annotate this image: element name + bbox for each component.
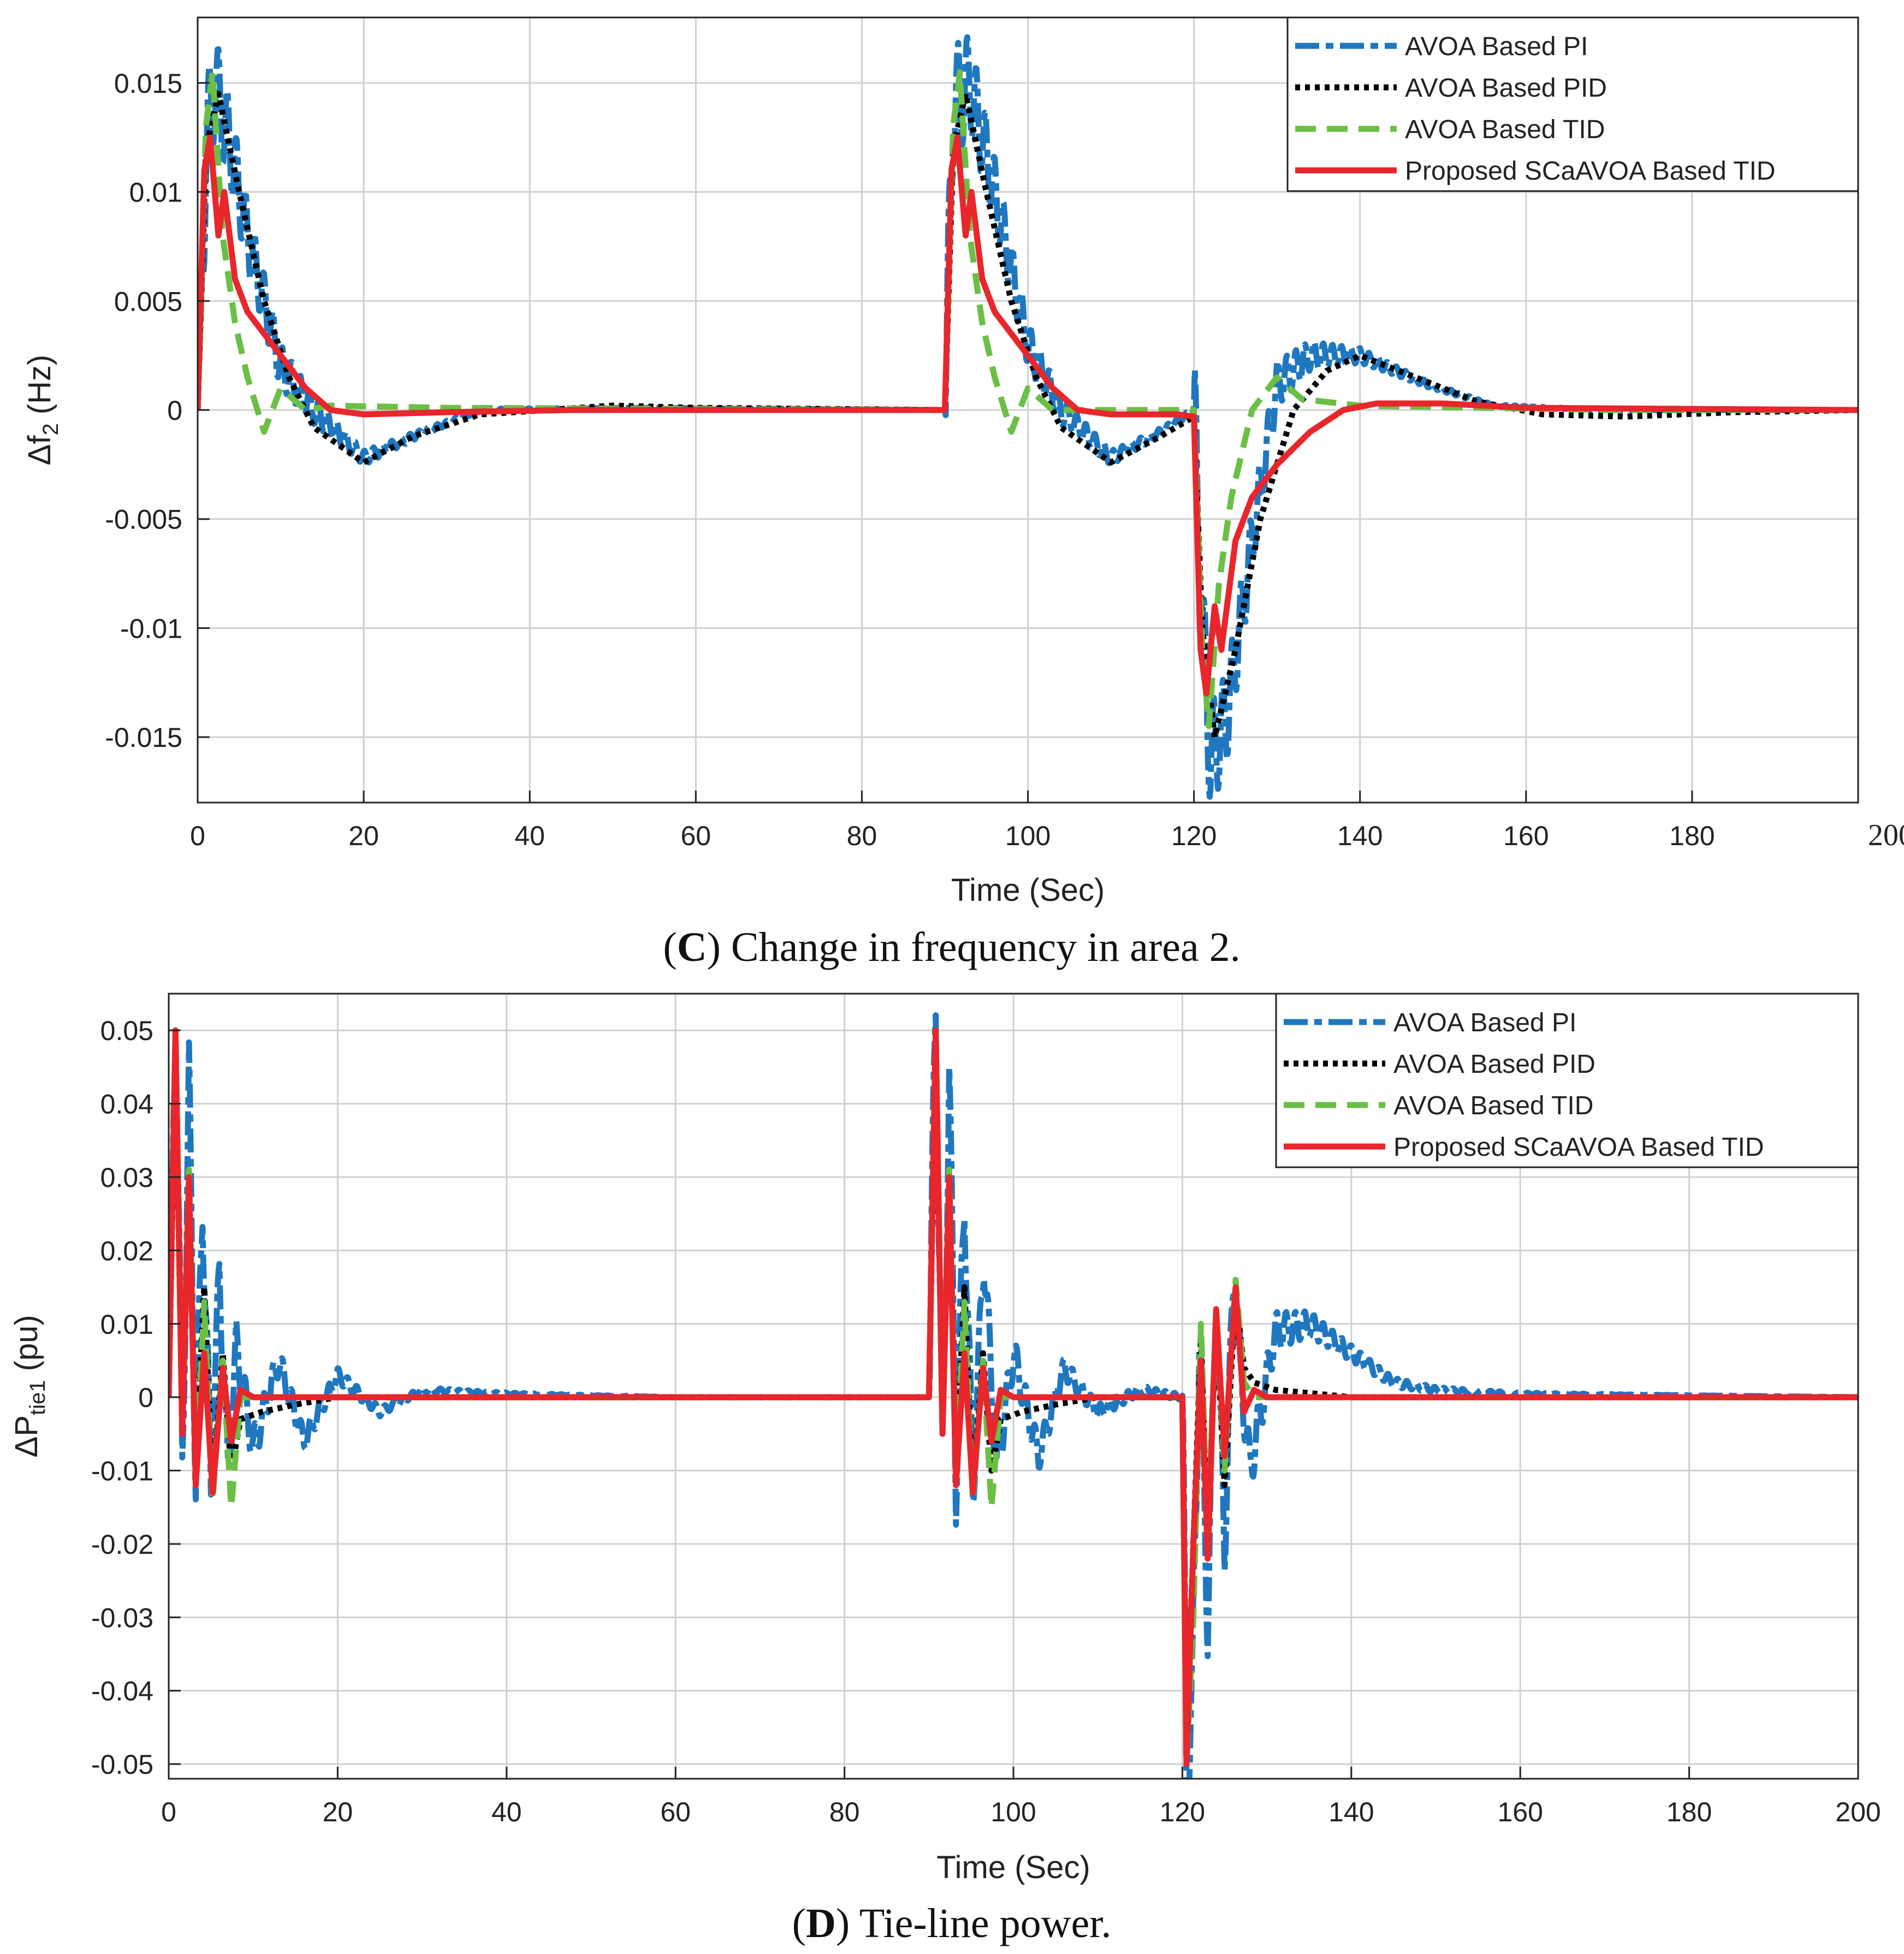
y-tick-label: 0.03: [100, 1162, 153, 1193]
legend: AVOA Based PI AVOA Based PID AVOA Based TI…: [1286, 16, 1859, 192]
y-tick-label: 0.04: [100, 1089, 153, 1120]
x-axis-label: Time (Sec): [951, 872, 1105, 908]
tick-labels: 0 20 40 60 80 100 120 140 160 180 200 -0.015 -0.01 -0…: [105, 68, 1904, 852]
y-tick-label: 0.05: [100, 1015, 153, 1046]
x-tick-label: 100: [1005, 821, 1051, 851]
caption-close: ) Tie-line power.: [836, 1900, 1112, 1946]
y-tick-label: 0.02: [100, 1236, 153, 1266]
caption-open: (: [663, 924, 677, 970]
y-axis-label-unit: (Hz): [22, 355, 57, 424]
caption-letter: C: [677, 924, 707, 970]
y-tick-label: -0.01: [91, 1456, 153, 1487]
series-group: [169, 1012, 1858, 1779]
x-tick-label: 160: [1497, 1797, 1543, 1827]
series-line-proposed: [169, 1027, 1858, 1767]
y-tick-label: 0.01: [100, 1309, 153, 1340]
legend-entry-pid: AVOA Based PID: [1393, 1050, 1595, 1079]
x-axis-label: Time (Sec): [936, 1850, 1090, 1885]
legend-entry-pid: AVOA Based PID: [1405, 74, 1607, 103]
y-tick-label: -0.04: [91, 1676, 153, 1707]
figure-caption: (C) Change in frequency in area 2.: [663, 924, 1240, 970]
x-tick-label: 80: [847, 821, 877, 851]
series-line-proposed: [198, 134, 1858, 697]
chart-panel-D: 0 20 40 60 80 100 120 140 160 180 200 -0.05 -0.04 -0.…: [9, 993, 1881, 1946]
legend-entry-proposed: Proposed SCaAVOA Based TID: [1393, 1133, 1764, 1162]
y-tick-label: 0.015: [114, 68, 182, 99]
y-tick-label: 0: [138, 1382, 153, 1413]
x-tick-label: 160: [1503, 821, 1549, 851]
y-tick-label: -0.05: [91, 1749, 153, 1780]
y-tick-label: 0: [167, 395, 182, 426]
y-tick-label: -0.015: [105, 722, 182, 753]
y-axis-label-sub: tie1: [26, 1380, 50, 1416]
x-tick-label: 140: [1337, 821, 1383, 851]
x-tick-label: 120: [1160, 1797, 1205, 1827]
y-tick-label: 0.01: [129, 177, 182, 208]
legend-box: [1286, 16, 1859, 192]
x-tick-label: 20: [323, 1797, 353, 1827]
x-tick-label: 180: [1669, 821, 1715, 851]
legend-box: [1275, 993, 1859, 1168]
series-line-pid: [198, 91, 1858, 740]
legend-entry-tid: AVOA Based TID: [1393, 1091, 1593, 1120]
y-axis-label-main: ΔP: [9, 1415, 44, 1457]
legend-entry-pi: AVOA Based PI: [1405, 32, 1588, 61]
x-tick-label: 200: [1835, 1797, 1881, 1827]
legend-entry-proposed: Proposed SCaAVOA Based TID: [1405, 157, 1776, 186]
x-tick-label: 80: [829, 1797, 860, 1827]
x-tick-label: 0: [190, 821, 205, 851]
y-axis-label-main: Δf: [22, 435, 57, 466]
x-tick-label: 120: [1171, 821, 1217, 851]
y-tick-label: -0.02: [91, 1529, 153, 1560]
y-axis-label-unit: (pu): [9, 1315, 44, 1380]
x-tick-label: 40: [514, 821, 545, 851]
y-tick-label: -0.005: [105, 504, 182, 535]
caption-close: ) Change in frequency in area 2.: [707, 924, 1241, 970]
x-tick-label: 60: [680, 821, 711, 851]
x-tick-label: 140: [1328, 1797, 1374, 1827]
series-group: [198, 34, 1858, 800]
y-tick-label: 0.005: [114, 286, 182, 317]
y-tick-label: -0.03: [91, 1602, 153, 1633]
x-tick-label: 200: [1868, 818, 1904, 852]
y-axis-label: ΔPtie1 (pu): [9, 1315, 50, 1457]
x-tick-label: 60: [660, 1797, 691, 1827]
y-axis-label-sub: 2: [39, 423, 63, 435]
x-tick-label: 180: [1666, 1797, 1712, 1827]
series-line-pi: [169, 1012, 1858, 1779]
figure-caption: (D) Tie-line power.: [792, 1900, 1112, 1946]
x-tick-label: 40: [491, 1797, 522, 1827]
y-axis-label: Δf2 (Hz): [22, 355, 63, 466]
grid: [168, 994, 1859, 1779]
y-tick-label: -0.01: [120, 613, 182, 644]
legend-entry-pi: AVOA Based PI: [1393, 1008, 1576, 1037]
caption-open: (: [792, 1900, 806, 1946]
tick-labels: 0 20 40 60 80 100 120 140 160 180 200 -0.05 -0.04 -0.…: [91, 1015, 1881, 1827]
x-tick-label: 20: [348, 821, 379, 851]
legend: AVOA Based PI AVOA Based PID AVOA Based TI…: [1275, 993, 1859, 1168]
x-tick-label: 100: [990, 1797, 1036, 1827]
x-tick-label: 0: [161, 1797, 176, 1827]
caption-letter: D: [806, 1900, 836, 1946]
legend-entry-tid: AVOA Based TID: [1405, 115, 1605, 144]
chart-panel-C: 020406080100120140160180200-0.015-0.01-0…: [22, 16, 1904, 970]
